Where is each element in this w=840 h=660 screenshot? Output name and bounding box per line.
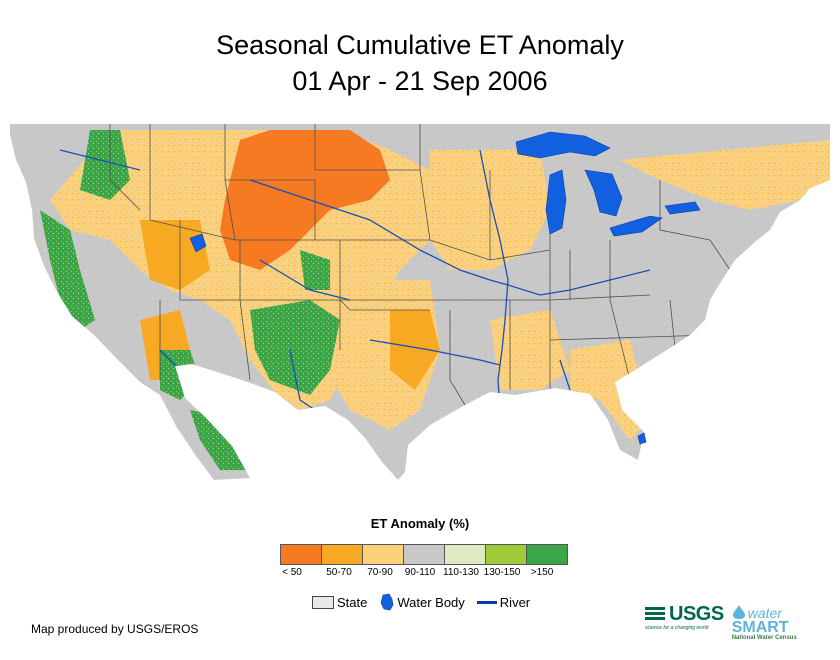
- legend-label: 50-70: [326, 567, 352, 578]
- water-bodies: [189, 131, 701, 445]
- lake-huron: [584, 169, 623, 217]
- map-title-line-2: 01 Apr - 21 Sep 2006: [292, 66, 548, 96]
- lake-okeechobee: [637, 432, 647, 445]
- legend-label: >150: [530, 567, 554, 578]
- key-water-body: Water Body: [379, 593, 465, 611]
- map-title-line-1: Seasonal Cumulative ET Anomaly: [216, 30, 624, 60]
- key-river-label: River: [499, 594, 531, 610]
- usgs-logo: USGS science for a changing world: [645, 604, 724, 631]
- legend-label: 130-150: [483, 567, 521, 578]
- logos: USGS science for a changing world water …: [645, 604, 797, 641]
- legend-color-bar: [280, 544, 568, 565]
- legend-label: 110-130: [443, 567, 479, 578]
- legend-swatch-110-130: [445, 545, 486, 564]
- key-river: River: [476, 594, 531, 610]
- legend-title: ET Anomaly (%): [370, 516, 470, 531]
- lake-erie: [609, 215, 663, 237]
- legend-label: 90-110: [404, 567, 436, 578]
- legend-swatch-70-90: [363, 545, 404, 564]
- usgs-tagline: science for a changing world: [645, 625, 709, 631]
- great-salt-lake: [189, 233, 207, 253]
- lake-ontario: [664, 201, 701, 215]
- lake-michigan: [545, 169, 567, 235]
- lake-superior: [515, 131, 611, 159]
- legend-swatch-gt150: [527, 545, 567, 564]
- key-state-label: State: [337, 594, 368, 610]
- legend-swatch-90-110: [404, 545, 445, 564]
- water-drop-icon: [732, 605, 745, 619]
- watersmart-water-text: water: [747, 605, 782, 621]
- legend-label: 70-90: [367, 567, 393, 578]
- rivers: [59, 149, 651, 451]
- legend-swatch-130-150: [486, 545, 527, 564]
- watersmart-smart-text: SMART: [731, 619, 789, 636]
- legend-labels: < 50 50-70 70-90 90-110 110-130 130-150 …: [280, 567, 564, 581]
- conus-et-anomaly-map: [10, 124, 830, 480]
- state-swatch: [312, 595, 334, 609]
- legend-swatch-50-70: [322, 545, 363, 564]
- key-state: State: [312, 595, 367, 610]
- river-swatch: [476, 600, 497, 604]
- map-credit: Map produced by USGS/EROS: [31, 622, 199, 636]
- key-water-body-label: Water Body: [397, 594, 465, 610]
- map-key: State Water Body River: [312, 593, 542, 611]
- watersmart-subtitle: National Water Census: [731, 635, 797, 641]
- usgs-wave-icon: [645, 607, 665, 620]
- watersmart-logo: water SMART National Water Census: [732, 604, 797, 641]
- legend-label: < 50: [282, 567, 302, 578]
- state-boundaries: [109, 124, 731, 406]
- legend-swatch-lt50: [281, 545, 322, 564]
- usgs-wordmark: USGS: [669, 603, 724, 625]
- water-body-icon: [381, 593, 394, 611]
